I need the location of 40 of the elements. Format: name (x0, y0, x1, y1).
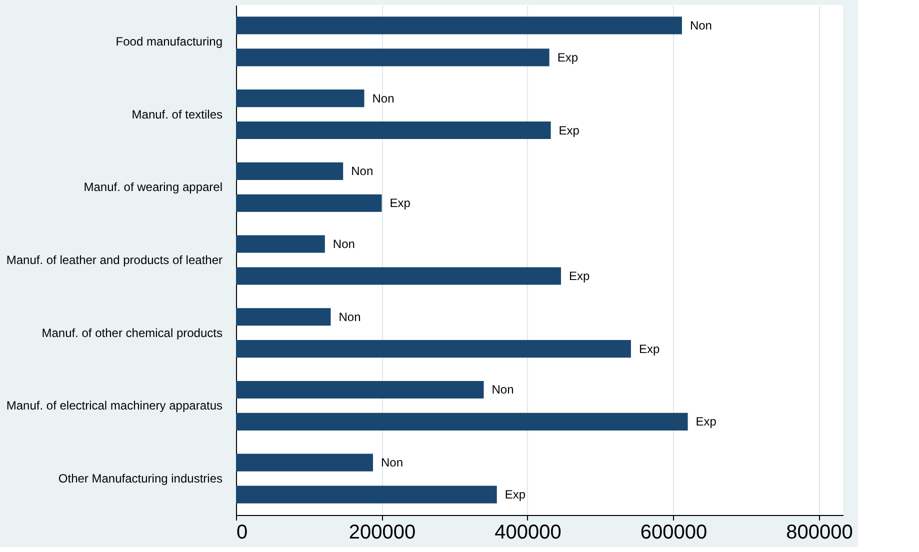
text: Exp (390, 196, 410, 210)
x-tick-label: 200000 (348, 522, 416, 544)
y-tick-label: Other Manufacturing industries (58, 472, 222, 486)
x-tick-label: 800000 (786, 522, 853, 544)
bar (236, 486, 497, 504)
text: Non (351, 164, 374, 178)
text: Exp (568, 268, 590, 283)
y-tick-label: Manuf. of wearing apparel (84, 180, 222, 194)
y-tick-label: Manuf. of textiles (132, 107, 222, 122)
bar (236, 235, 325, 253)
text: Exp (638, 342, 660, 356)
bar (236, 48, 550, 66)
y-tick-label: Manuf. of electrical machinery apparatus (6, 398, 222, 413)
text: Non (492, 382, 514, 397)
x-tick-label: 600000 (640, 522, 708, 544)
series-label: Non (690, 18, 712, 32)
bar (236, 90, 364, 108)
bar (236, 412, 688, 430)
text: Exp (558, 123, 580, 138)
text: Non (332, 237, 355, 252)
y-tick-label: Food manufacturing (116, 34, 222, 48)
x-tick-label: 0 (236, 522, 248, 544)
series-label: Exp (557, 50, 578, 64)
text: Non (338, 310, 361, 324)
text: Non (380, 456, 404, 470)
bar (236, 380, 484, 399)
bar (236, 121, 551, 140)
bar (236, 194, 382, 212)
bar (236, 162, 344, 180)
bar (236, 454, 373, 472)
x-tick-label: 400000 (494, 522, 562, 544)
y-tick-label: Manuf. of leather and products of leather (6, 253, 222, 267)
bar (236, 340, 631, 358)
text: Exp (696, 414, 716, 429)
bar (236, 267, 561, 285)
text: Exp (504, 488, 526, 502)
text: Non (372, 91, 394, 106)
bar (236, 308, 331, 326)
bar (236, 16, 682, 34)
y-tick-label: Manuf. of other chemical products (42, 326, 222, 340)
